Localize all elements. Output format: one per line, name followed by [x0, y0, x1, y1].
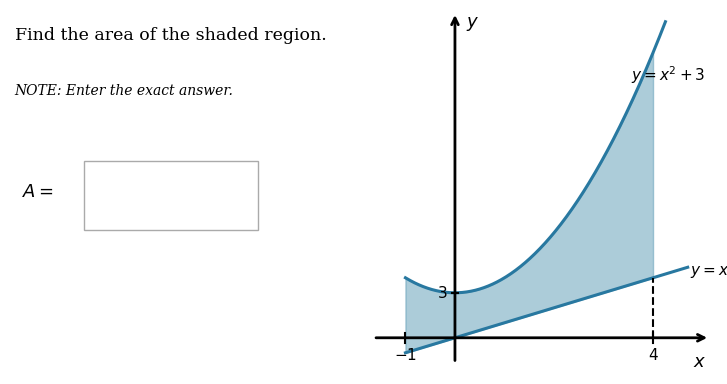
Text: NOTE: Enter the exact answer.: NOTE: Enter the exact answer. [15, 84, 233, 98]
Text: Find the area of the shaded region.: Find the area of the shaded region. [15, 27, 326, 44]
Text: $y$: $y$ [466, 15, 479, 33]
Text: $A = $: $A = $ [22, 183, 54, 201]
Text: $3$: $3$ [437, 285, 448, 301]
Text: $y = x$: $y = x$ [690, 264, 727, 280]
Text: $y = x^2 + 3$: $y = x^2 + 3$ [631, 65, 705, 86]
Text: $x$: $x$ [694, 353, 707, 371]
Text: $-1$: $-1$ [394, 347, 417, 363]
FancyBboxPatch shape [84, 161, 258, 230]
Text: $4$: $4$ [648, 347, 659, 363]
